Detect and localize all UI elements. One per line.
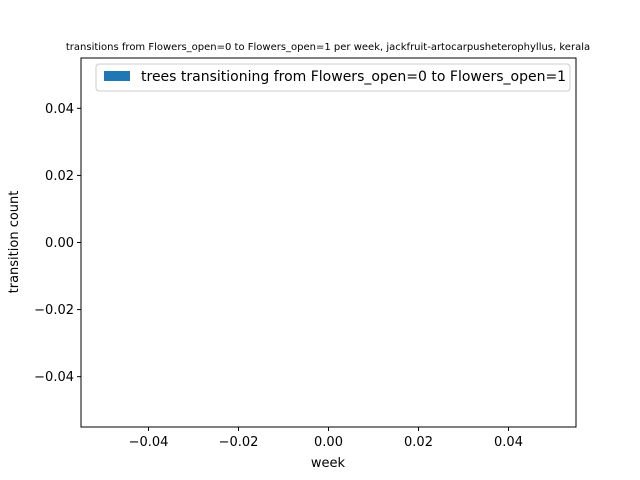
legend: trees transitioning from Flowers_open=0 … <box>95 63 571 92</box>
x-axis-ticks: −0.04 −0.02 0.00 0.02 0.04 <box>129 427 523 450</box>
plot-area <box>80 57 577 428</box>
y-axis-ticks: −0.04 −0.02 0.00 0.02 0.04 <box>34 102 81 385</box>
chart-title: transitions from Flowers_open=0 to Flowe… <box>66 42 590 53</box>
x-tick-label: 0.02 <box>404 435 433 450</box>
x-tick-label: 0.04 <box>494 435 523 450</box>
x-axis-label: week <box>311 456 346 471</box>
x-tick-label: 0.00 <box>314 435 343 450</box>
legend-box <box>95 63 571 92</box>
y-tick-label: 0.04 <box>45 102 74 117</box>
y-tick-label: −0.04 <box>34 370 74 385</box>
y-tick-label: 0.02 <box>45 169 74 184</box>
legend-swatch <box>104 71 130 81</box>
y-axis-label: transition count <box>7 191 22 294</box>
x-tick-label: −0.04 <box>129 435 169 450</box>
x-tick-label: −0.02 <box>219 435 259 450</box>
y-tick-label: 0.00 <box>45 236 74 251</box>
legend-label: trees transitioning from Flowers_open=0 … <box>141 69 566 85</box>
y-tick-label: −0.02 <box>34 303 74 318</box>
